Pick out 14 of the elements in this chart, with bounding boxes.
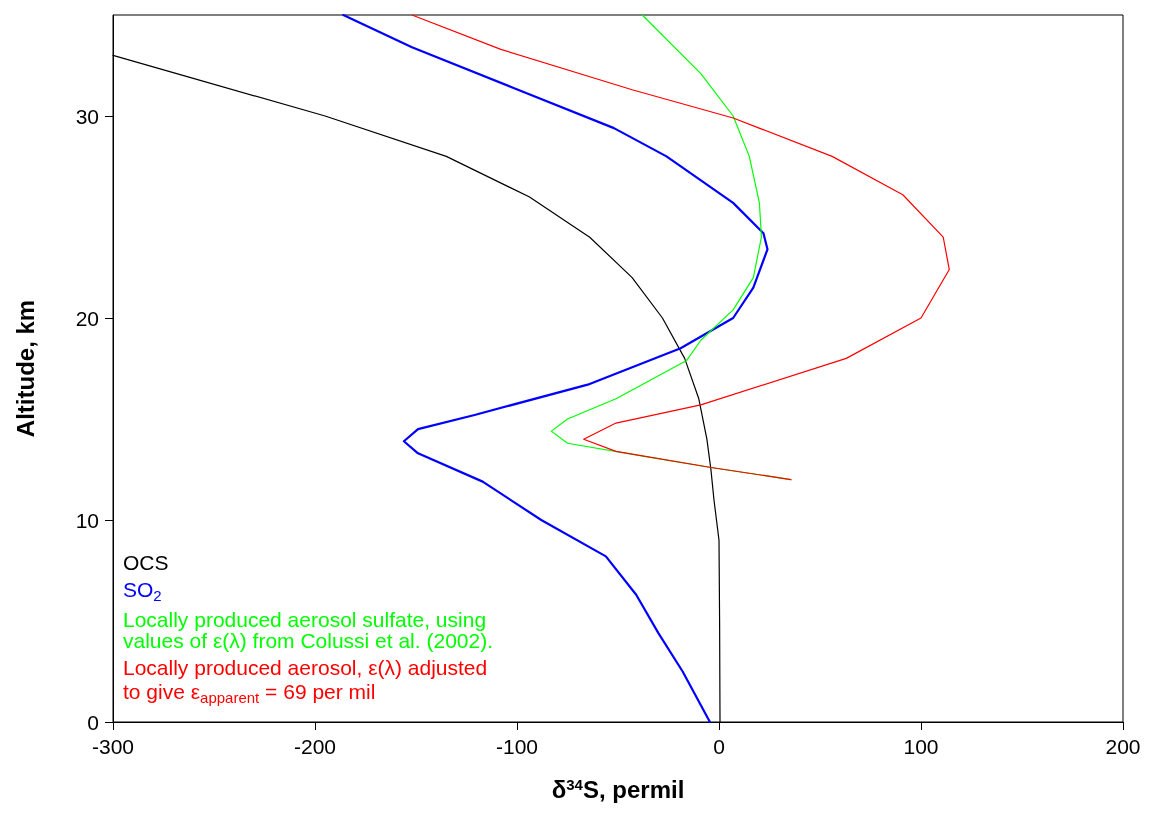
y-tick-label: 20	[75, 306, 99, 330]
text: Locally produced aerosol sulfate, using values of ε(λ) from Colussi et al. (2002).	[123, 608, 493, 652]
line-series	[411, 14, 950, 481]
x-tick-label: -300	[91, 735, 135, 758]
text: OCS	[123, 551, 169, 574]
x-tick-label: 100	[903, 735, 939, 758]
y-tick-label: 30	[75, 104, 99, 128]
x-tick-label: -100	[495, 735, 539, 758]
x-tick-label: 0	[713, 735, 725, 758]
y-tick-label: 0	[87, 710, 99, 734]
x-tick-label: 200	[1105, 735, 1141, 758]
y-tick-label: 10	[75, 508, 99, 532]
y-axis-title: Altitude, km	[11, 299, 39, 438]
x-tick-label: -200	[293, 735, 337, 758]
